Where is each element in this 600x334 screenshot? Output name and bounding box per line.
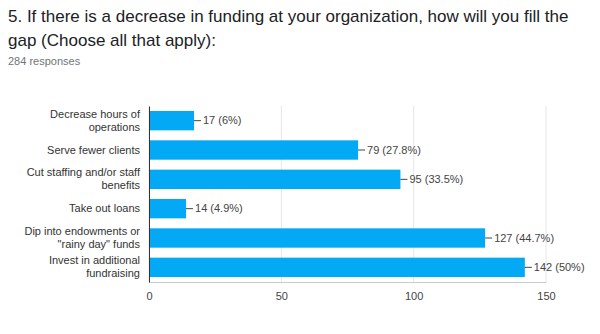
data-label: 142 (50%) (534, 261, 585, 273)
bar (149, 140, 358, 159)
y-tick-label: Invest in additionalfundraising (49, 254, 140, 279)
data-label-leader (485, 238, 492, 239)
grid-line (546, 106, 547, 282)
x-tick: 100 (405, 282, 423, 302)
y-tick: Decrease hours ofoperations (50, 108, 149, 133)
grid-line (149, 106, 150, 282)
grid (149, 106, 546, 282)
x-axis: 0 50 100 150 (146, 282, 555, 302)
chart-title: 5. If there is a decrease in funding at … (8, 5, 594, 53)
bar (149, 199, 186, 218)
grid-line (281, 106, 282, 282)
data-label-leader (400, 179, 407, 180)
data-label: 17 (6%) (203, 114, 242, 126)
data-label: 14 (4.9%) (195, 202, 243, 214)
y-tick: Serve fewer clients (47, 144, 149, 156)
x-tick: 0 (146, 282, 152, 302)
y-axis-line (149, 107, 150, 283)
y-axis: Decrease hours ofoperations Serve fewer c… (24, 107, 149, 283)
y-tick: Invest in additionalfundraising (49, 254, 149, 279)
data-label: 79 (27.8%) (367, 144, 421, 156)
x-tick: 50 (276, 282, 288, 302)
chart-subtitle: 284 responses (8, 55, 80, 67)
y-tick-label-line: Decrease hours of (50, 108, 141, 120)
y-tick-label-line: Cut staffing and/or staff (27, 166, 141, 178)
y-tick-label: Dip into endowments or"rainy day" funds (24, 225, 140, 250)
y-tick-label-line: Dip into endowments or (24, 225, 140, 237)
y-tick-label-line: Take out loans (69, 202, 140, 214)
bar (149, 170, 400, 189)
y-tick: Take out loans (69, 202, 149, 214)
y-tick-label: Serve fewer clients (47, 144, 140, 156)
y-tick-label-line: benefits (101, 179, 140, 191)
bar (149, 258, 525, 277)
y-tick-label: Cut staffing and/or staffbenefits (27, 166, 141, 191)
x-axis-line (150, 282, 547, 283)
data-label-leader (525, 267, 532, 268)
bars (149, 111, 525, 277)
y-tick-label: Take out loans (69, 202, 140, 214)
y-tick: Dip into endowments or"rainy day" funds (24, 225, 149, 250)
y-tick-label-line: fundraising (86, 267, 140, 279)
data-label-leader (194, 120, 201, 121)
x-tick-label: 150 (537, 290, 555, 302)
y-tick-label-line: Serve fewer clients (47, 144, 140, 156)
x-tick: 150 (537, 282, 555, 302)
x-tick-label: 100 (405, 290, 423, 302)
bar (149, 111, 194, 130)
data-label-leader (186, 208, 193, 209)
chart-svg: 0 50 100 150 Decrease hours ofoperations Serv… (0, 0, 600, 334)
data-label-leader (358, 150, 365, 151)
bar (149, 228, 485, 247)
y-tick-label: Decrease hours ofoperations (50, 108, 141, 133)
y-tick: Cut staffing and/or staffbenefits (27, 166, 149, 191)
data-label: 127 (44.7%) (494, 232, 554, 244)
data-label: 95 (33.5%) (409, 173, 463, 185)
y-tick-label-line: "rainy day" funds (58, 238, 141, 250)
x-tick-label: 50 (276, 290, 288, 302)
x-tick-label: 0 (146, 290, 152, 302)
grid-line (413, 106, 414, 282)
data-labels: 17 (6%) 79 (27.8%) 95 (33.5%) 14 (4.9%) 127 … (186, 114, 585, 273)
y-tick-label-line: Invest in additional (49, 254, 140, 266)
y-tick-label-line: operations (89, 121, 141, 133)
chart-container: 0 50 100 150 Decrease hours ofoperations Serv… (0, 0, 600, 334)
